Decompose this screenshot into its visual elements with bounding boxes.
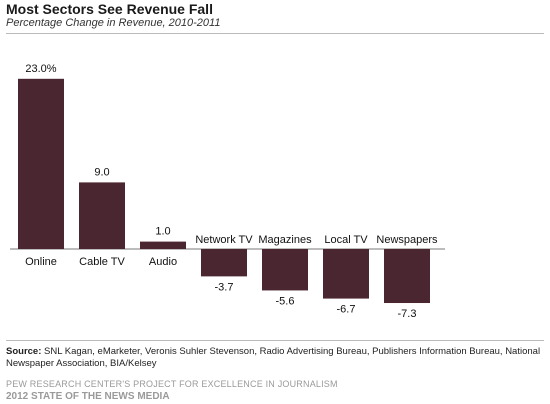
- bar-network-tv: [201, 249, 247, 277]
- category-label: Cable TV: [79, 256, 125, 268]
- top-divider: [6, 33, 544, 34]
- category-label: Magazines: [258, 234, 312, 246]
- bar-magazines: [262, 249, 308, 291]
- source-label: Source:: [6, 346, 42, 357]
- value-label: 9.0: [94, 166, 109, 178]
- bar-audio: [140, 241, 186, 249]
- chart-title: Most Sectors See Revenue Fall: [6, 1, 213, 17]
- bar-cable-tv: [79, 182, 125, 249]
- bar-online: [18, 78, 64, 249]
- value-label: -3.7: [215, 281, 234, 293]
- category-label: Online: [25, 256, 57, 268]
- value-label: -6.7: [337, 304, 356, 316]
- source-divider: [6, 340, 544, 341]
- source-note: Source: SNL Kagan, eMarketer, Veronis Su…: [6, 346, 544, 370]
- bar-local-tv: [323, 249, 369, 299]
- value-label: -7.3: [398, 308, 417, 320]
- bar-newspapers: [384, 249, 430, 304]
- value-label: 1.0: [155, 226, 170, 238]
- bar-chart: 23.0% Online 9.0 Cable TV 1.0 Audio -3.7 Networ…: [10, 63, 445, 320]
- footer-report-title: 2012 STATE OF THE NEWS MEDIA: [6, 391, 170, 402]
- chart-subtitle: Percentage Change in Revenue, 2010-2011: [6, 17, 221, 29]
- value-label: 23.0%: [25, 63, 56, 75]
- category-label: Network TV: [195, 234, 253, 246]
- source-text: SNL Kagan, eMarketer, Veronis Suhler Ste…: [6, 346, 541, 369]
- category-label: Newspapers: [376, 234, 438, 246]
- category-label: Local TV: [324, 234, 368, 246]
- category-label: Audio: [149, 256, 177, 268]
- value-label: -5.6: [276, 295, 295, 307]
- footer-organization: PEW RESEARCH CENTER'S PROJECT FOR EXCELL…: [6, 379, 338, 389]
